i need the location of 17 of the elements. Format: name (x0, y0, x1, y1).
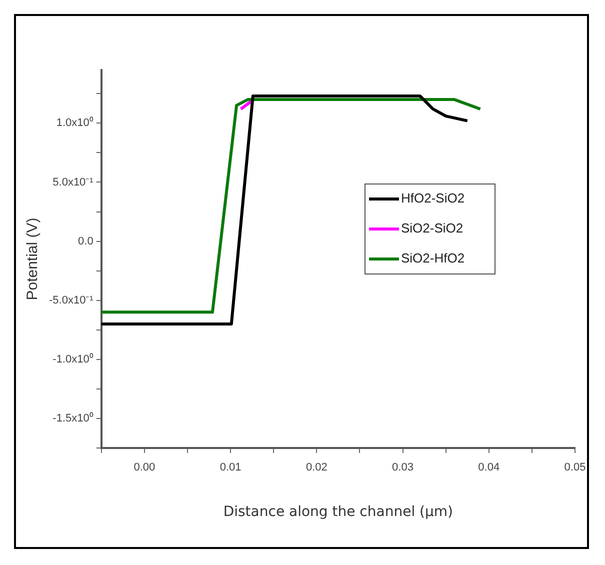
x-tick-label: 0.05 (564, 462, 586, 474)
x-tick-label: 0.03 (392, 462, 414, 474)
x-axis-title: Distance along the channel (µm) (223, 504, 454, 520)
y-axis-title: Potential (V) (24, 218, 42, 300)
legend-label: SiO2-HfO2 (401, 250, 465, 266)
y-tick-label: 0.0 (78, 235, 94, 248)
y-tick-label: -5.0x10⁻¹ (48, 294, 94, 306)
x-tick-label: 0.02 (306, 462, 328, 474)
x-tick-label: 0.01 (220, 462, 242, 474)
legend-label: SiO2-SiO2 (401, 220, 464, 236)
y-tick-label: 5.0x10⁻¹ (52, 176, 94, 188)
legend-label: HfO2-SiO2 (401, 190, 465, 206)
x-tick-label: 0.00 (134, 462, 156, 474)
y-tick-label: -1.0x10⁰ (52, 352, 94, 366)
y-tick-label: 1.0x10⁰ (56, 116, 94, 130)
x-tick-label: 0.04 (478, 462, 500, 474)
y-tick-label: -1.5x10⁰ (52, 412, 94, 424)
